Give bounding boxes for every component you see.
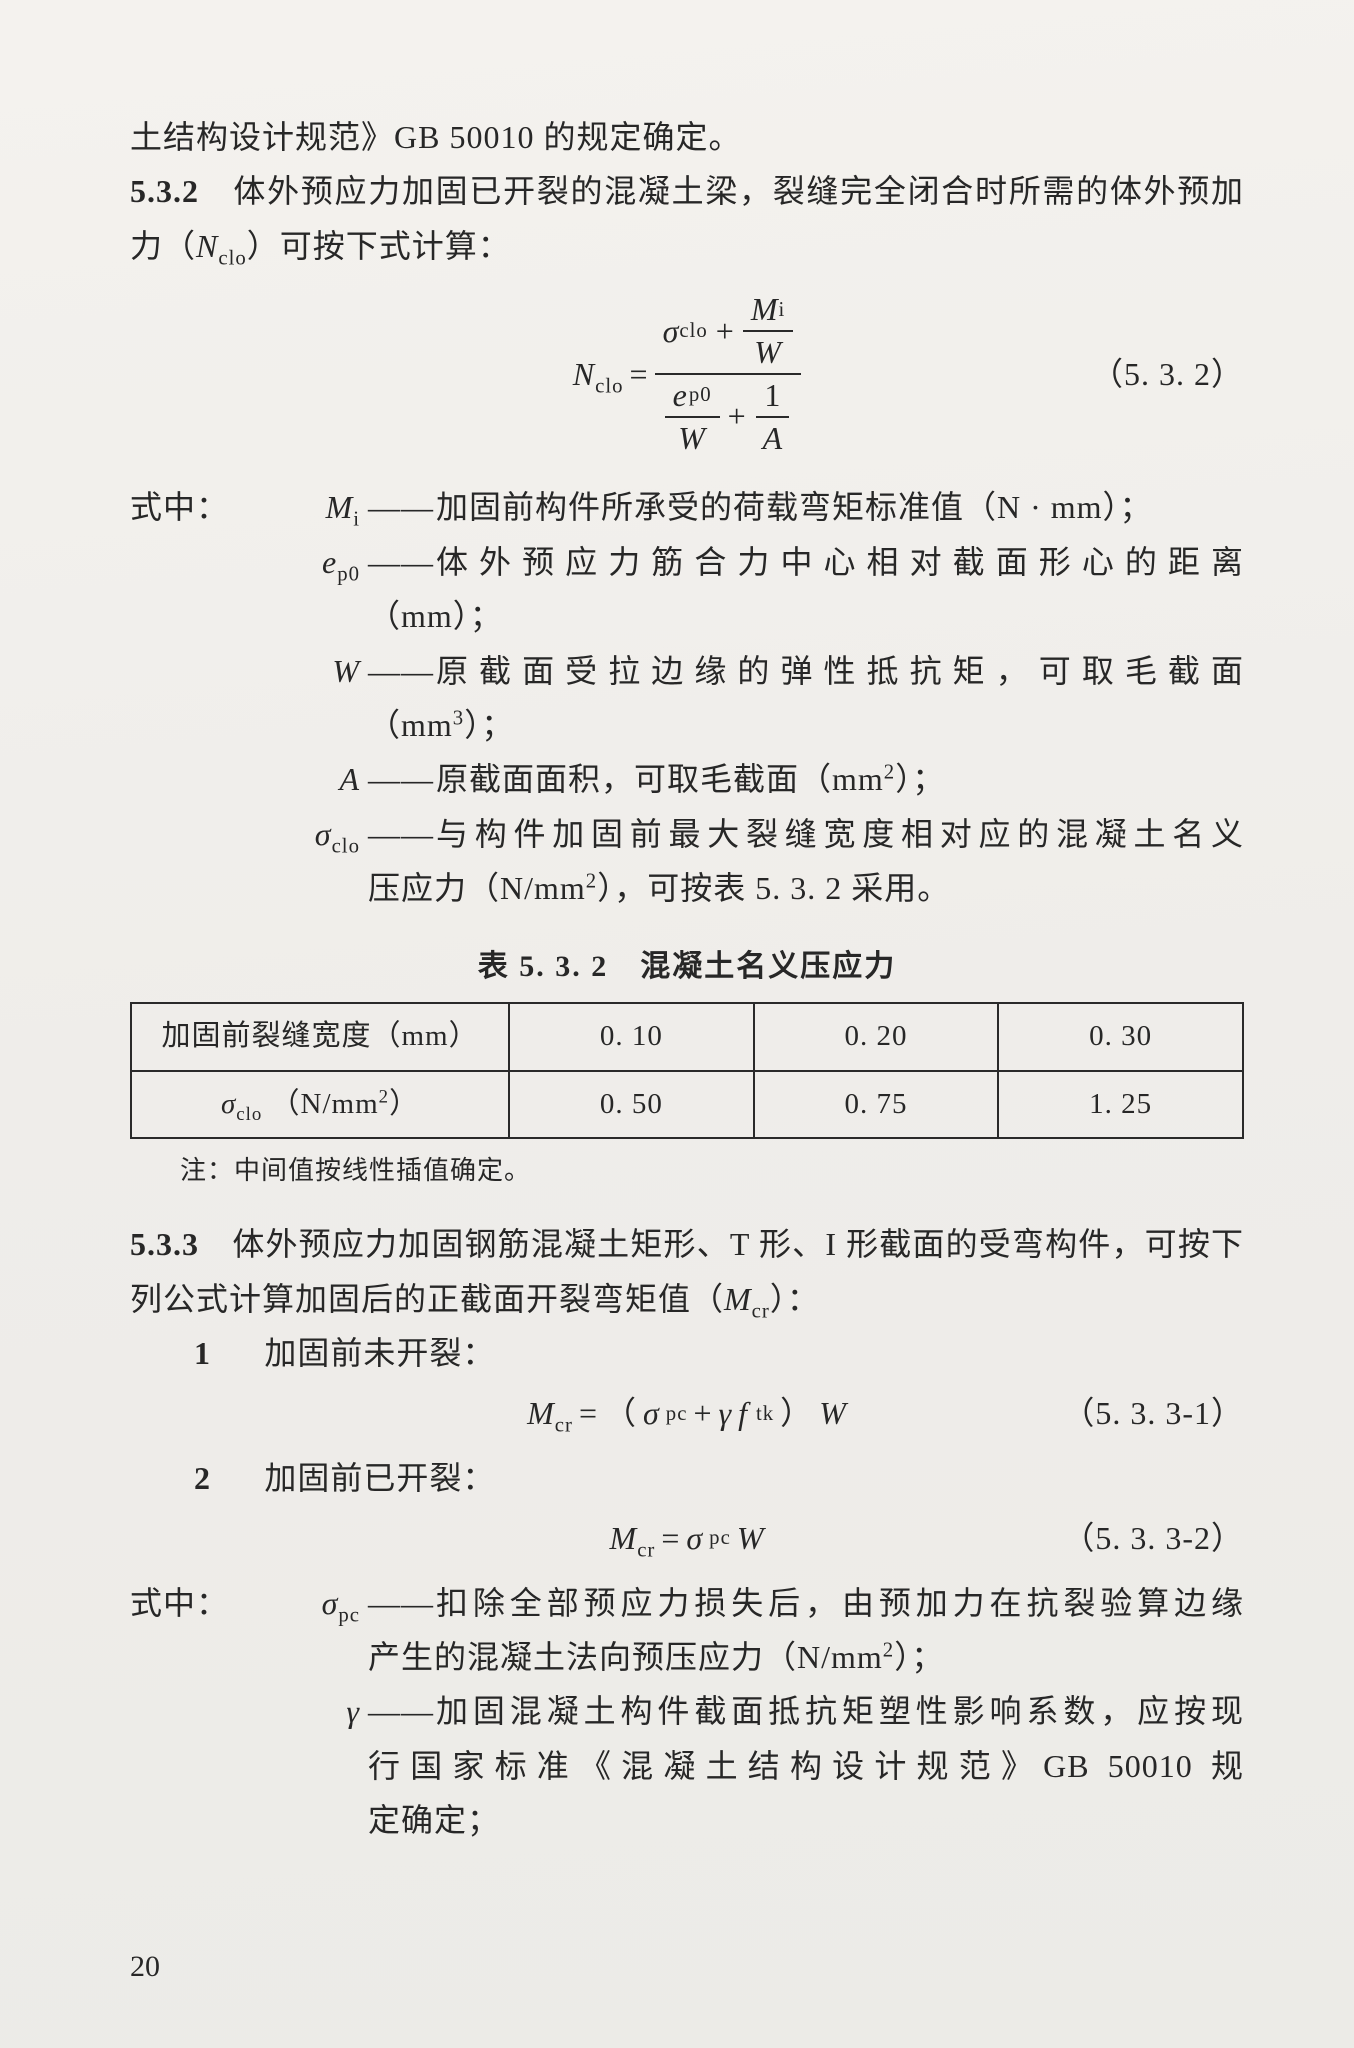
def-sigma-pc-sym: σ [322,1585,339,1621]
eq-W-bot: W [678,420,706,457]
def-gamma-text2: 行国家标准《混凝土结构设计规范》GB 50010 规 [130,1739,1244,1793]
eq-plus-bot: + [728,398,747,435]
equation-number: （5. 3. 2） [1091,347,1244,401]
section-text-a: 体外预应力加固钢筋混凝土矩形、T 形、I 形截面的受弯构件，可按下列公式计算加固… [130,1226,1244,1316]
list-label-2: 2 [194,1451,264,1505]
eq-lhs-sub: clo [595,374,623,397]
section-text-b: ）： [770,1281,820,1317]
table-row: 加固前裂缝宽度（mm） 0. 10 0. 20 0. 30 [131,1003,1243,1070]
def-sigma-pc-sub: pc [338,1603,360,1626]
table-5-3-2: 加固前裂缝宽度（mm） 0. 10 0. 20 0. 30 σclo （N/mm… [130,1002,1244,1139]
equation-body: Nclo = σclo + Mi W ep0 W + [573,291,802,456]
def-gamma-text3: 定确定； [130,1793,1244,1847]
eq-mi-over-w: Mi W [743,291,793,371]
eq-one: 1 [756,377,789,418]
equation-5-3-3-2: Mcr = σpcW （5. 3. 3-2） [130,1511,1244,1565]
eq-plus-top: + [716,313,735,350]
list-label-1: 1 [194,1326,264,1380]
section-number: 5.3.3 [130,1226,199,1262]
eq-sigma: σ [663,313,680,350]
def-ep0-sub: p0 [337,562,360,585]
table-cell: 0. 75 [754,1071,999,1138]
def-W-sym: W [332,653,360,689]
table-cell: 0. 50 [509,1071,754,1138]
section-text-b: ）可按下式计算： [247,228,511,264]
symbol-Mcr: M [724,1281,752,1317]
def-ep0-text1: 体外预应力筋合力中心相对截面形心的距离 [436,535,1244,589]
table-row-label: σclo （N/mm2） [131,1071,509,1138]
def-Mi-sub: i [353,508,360,531]
equation-body: Mcr = σpcW [610,1511,765,1565]
def-W-text2: （mm3）； [130,698,1244,752]
list-text-2: 加固前已开裂： [264,1460,495,1496]
section-5-3-2: 5.3.2 体外预应力加固已开裂的混凝土梁，裂缝完全闭合时所需的体外预加力（Nc… [130,164,1244,273]
equation-number: （5. 3. 3-2） [1062,1511,1244,1565]
equation-5-3-2: Nclo = σclo + Mi W ep0 W + [130,291,1244,456]
section-number: 5.3.2 [130,173,199,209]
eq-e: e [673,377,688,414]
table-header-cell: 0. 10 [509,1003,754,1070]
eq-main-fraction: σclo + Mi W ep0 W + 1 A [655,291,802,456]
eq-e-over-w: ep0 W [665,377,720,457]
eq-W-top: W [754,334,782,371]
symbol-Mcr-sub: cr [752,1299,770,1322]
def-sigma-sub: clo [332,834,360,857]
eq-1-over-a: 1 A [755,377,792,457]
list-item-1: 1加固前未开裂： [130,1326,1244,1380]
equation-5-3-3-1: Mcr = （σpc + γftk）W （5. 3. 3-1） [130,1386,1244,1440]
continued-paragraph: 土结构设计规范》GB 50010 的规定确定。 [130,110,1244,164]
table-note: 注：中间值按线性插值确定。 [130,1139,1244,1217]
def-gamma-text1: 加固混凝土构件截面抵抗矩塑性影响系数，应按现 [436,1684,1244,1738]
eq-lhs: N [573,356,595,392]
page-number: 20 [130,1941,160,1992]
symbol-N-sub: clo [218,246,246,269]
list-item-2: 2加固前已开裂： [130,1451,1244,1505]
def-A-sym: A [339,761,360,797]
def-ep0-text2: （mm）； [130,589,1244,643]
def-sigma-sym: σ [315,816,332,852]
section-5-3-3: 5.3.3 体外预应力加固钢筋混凝土矩形、T 形、I 形截面的受弯构件，可按下列… [130,1217,1244,1326]
page-content: 土结构设计规范》GB 50010 的规定确定。 5.3.2 体外预应力加固已开裂… [130,110,1244,1848]
def-sigma-text2: 压应力（N/mm2），可按表 5. 3. 2 采用。 [130,861,1244,915]
table-caption: 表 5. 3. 2 混凝土名义压应力 [130,941,1244,992]
def-W-text1: 原截面受拉边缘的弹性抵抗矩，可取毛截面 [436,644,1244,698]
def-sigma-pc-text1: 扣除全部预应力损失后，由预加力在抗裂验算边缘 [436,1576,1244,1630]
definitions-2: 式中： σpc —— 扣除全部预应力损失后，由预加力在抗裂验算边缘 产生的混凝土… [130,1576,1244,1848]
def-Mi-text: 加固前构件所承受的荷载弯矩标准值（N · mm）； [436,480,1244,534]
table-header-label: 加固前裂缝宽度（mm） [131,1003,509,1070]
def-gamma-sym: γ [346,1693,360,1729]
list-text-1: 加固前未开裂： [264,1335,495,1371]
eq-equals: = [630,347,649,401]
table-header-cell: 0. 20 [754,1003,999,1070]
definitions-1: 式中： Mi —— 加固前构件所承受的荷载弯矩标准值（N · mm）； ep0 … [130,480,1244,915]
def-ep0-sym: e [322,544,337,580]
defs-header: 式中： [130,480,260,534]
def-Mi-sym: M [326,489,354,525]
equation-body: Mcr = （σpc + γftk）W [527,1386,847,1440]
symbol-N: N [196,228,218,264]
defs-header: 式中： [130,1576,260,1630]
def-A-text: 原截面面积，可取毛截面（mm2）； [436,752,1244,806]
equation-number: （5. 3. 3-1） [1062,1386,1244,1440]
table-header-cell: 0. 30 [998,1003,1243,1070]
def-sigma-pc-text2: 产生的混凝土法向预压应力（N/mm2）； [130,1630,1244,1684]
table-cell: 1. 25 [998,1071,1243,1138]
eq-A: A [763,420,784,457]
def-sigma-text1: 与构件加固前最大裂缝宽度相对应的混凝土名义 [436,807,1244,861]
eq-M: M [751,291,779,328]
def-dash: —— [368,480,436,534]
table-row: σclo （N/mm2） 0. 50 0. 75 1. 25 [131,1071,1243,1138]
